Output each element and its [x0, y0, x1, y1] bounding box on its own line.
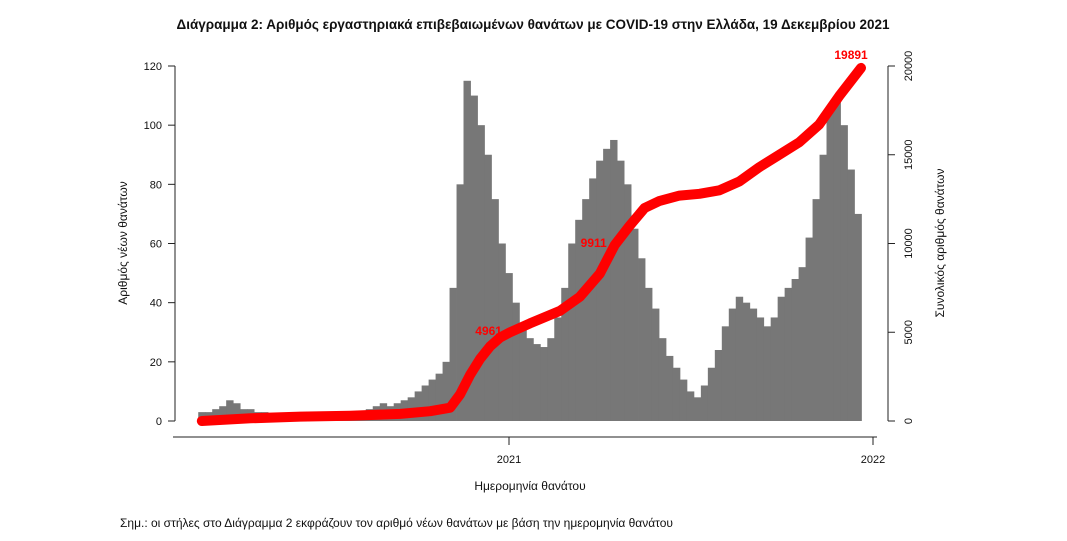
bar: [414, 391, 423, 421]
bar: [589, 178, 597, 421]
y-tick-label: 40: [150, 298, 162, 310]
bar: [226, 400, 234, 421]
bar: [812, 199, 820, 421]
y-tick-label: 0: [156, 416, 162, 428]
bar: [777, 296, 786, 421]
cumulative-annotation: 9911: [581, 236, 607, 250]
bar: [505, 273, 513, 421]
bar: [714, 350, 723, 421]
bar: [596, 160, 604, 421]
bar: [519, 326, 527, 421]
y-axis-label: Αριθμός νέων θανάτων: [116, 181, 130, 304]
bar: [686, 391, 695, 421]
bar: [721, 326, 730, 421]
y-tick-label: 100: [144, 120, 162, 132]
bar: [665, 355, 674, 421]
bar: [805, 237, 813, 421]
bar: [617, 160, 625, 421]
bar: [582, 199, 590, 421]
bar: [547, 338, 555, 421]
bar: [826, 110, 834, 421]
bar: [631, 228, 639, 421]
bar: [672, 367, 681, 421]
bar: [763, 326, 772, 421]
bar: [540, 347, 548, 421]
bar: [833, 95, 841, 421]
bar: [624, 184, 632, 421]
bar: [428, 379, 437, 421]
cumulative-line-group: 4961 9911 19891: [196, 48, 868, 426]
bar: [233, 403, 241, 421]
bar: [533, 344, 541, 421]
bar: [840, 125, 848, 422]
bar: [575, 219, 583, 421]
bar: [442, 361, 450, 421]
bar: [700, 385, 709, 421]
bar: [463, 80, 471, 422]
cumulative-deaths-line: [196, 62, 866, 426]
y-tick-label: 120: [144, 61, 162, 73]
y-tick-label: 80: [150, 179, 162, 191]
bar: [212, 409, 220, 421]
y2-tick-label: 10000: [903, 228, 915, 259]
axes-group: 0 20 40 60 80 100 120 0 5000 10000 15000 20000 2021 2…: [144, 51, 915, 466]
bar: [679, 379, 688, 421]
bar: [561, 287, 569, 421]
y2-tick-label: 15000: [903, 139, 915, 170]
bar: [784, 287, 793, 421]
bar: [638, 258, 646, 421]
x-axis-label: Ημερομηνία θανάτου: [474, 479, 585, 493]
bar: [728, 308, 737, 421]
bar: [819, 154, 827, 421]
bar: [658, 338, 667, 421]
bar: [435, 373, 443, 421]
bar: [651, 308, 660, 421]
bar: [645, 287, 653, 421]
bar: [219, 406, 227, 421]
cumulative-annotation: 4961: [475, 324, 502, 338]
x-tick-label: 2022: [861, 454, 885, 466]
footnote: Σημ.: οι στήλες στο Διάγραμμα 2 εκφράζου…: [120, 516, 673, 530]
bar: [770, 317, 779, 421]
bar: [449, 287, 457, 421]
bar: [742, 302, 751, 421]
y2-tick-label: 0: [903, 418, 915, 424]
bar: [456, 184, 464, 421]
bar: [512, 302, 520, 421]
y-tick-label: 60: [150, 239, 162, 251]
bar: [491, 199, 499, 421]
x-tick-label: 2021: [497, 454, 521, 466]
y-tick-label: 20: [150, 357, 162, 369]
bar: [791, 279, 800, 421]
y2-axis-label: Συνολικός αριθμός θανάτων: [933, 168, 947, 317]
bar: [477, 125, 485, 422]
bar: [610, 139, 618, 422]
chart-title: Διάγραμμα 2: Αριθμός εργαστηριακά επιβεβ…: [177, 17, 890, 32]
bar: [603, 148, 611, 422]
bar: [798, 267, 806, 421]
bar: [484, 154, 492, 421]
bar: [526, 338, 534, 421]
bars-group: [198, 80, 862, 422]
bar: [554, 317, 562, 421]
bar: [421, 385, 430, 421]
cumulative-annotation: 19891: [834, 48, 868, 62]
bar: [568, 243, 576, 421]
bar: [693, 397, 702, 421]
bar: [735, 296, 744, 421]
bar: [756, 317, 765, 421]
bar: [847, 169, 855, 421]
bar: [707, 367, 716, 421]
bar: [470, 95, 478, 421]
y2-tick-label: 20000: [903, 51, 915, 82]
y2-tick-label: 5000: [903, 320, 915, 344]
bar: [749, 308, 758, 421]
bar: [854, 213, 862, 421]
